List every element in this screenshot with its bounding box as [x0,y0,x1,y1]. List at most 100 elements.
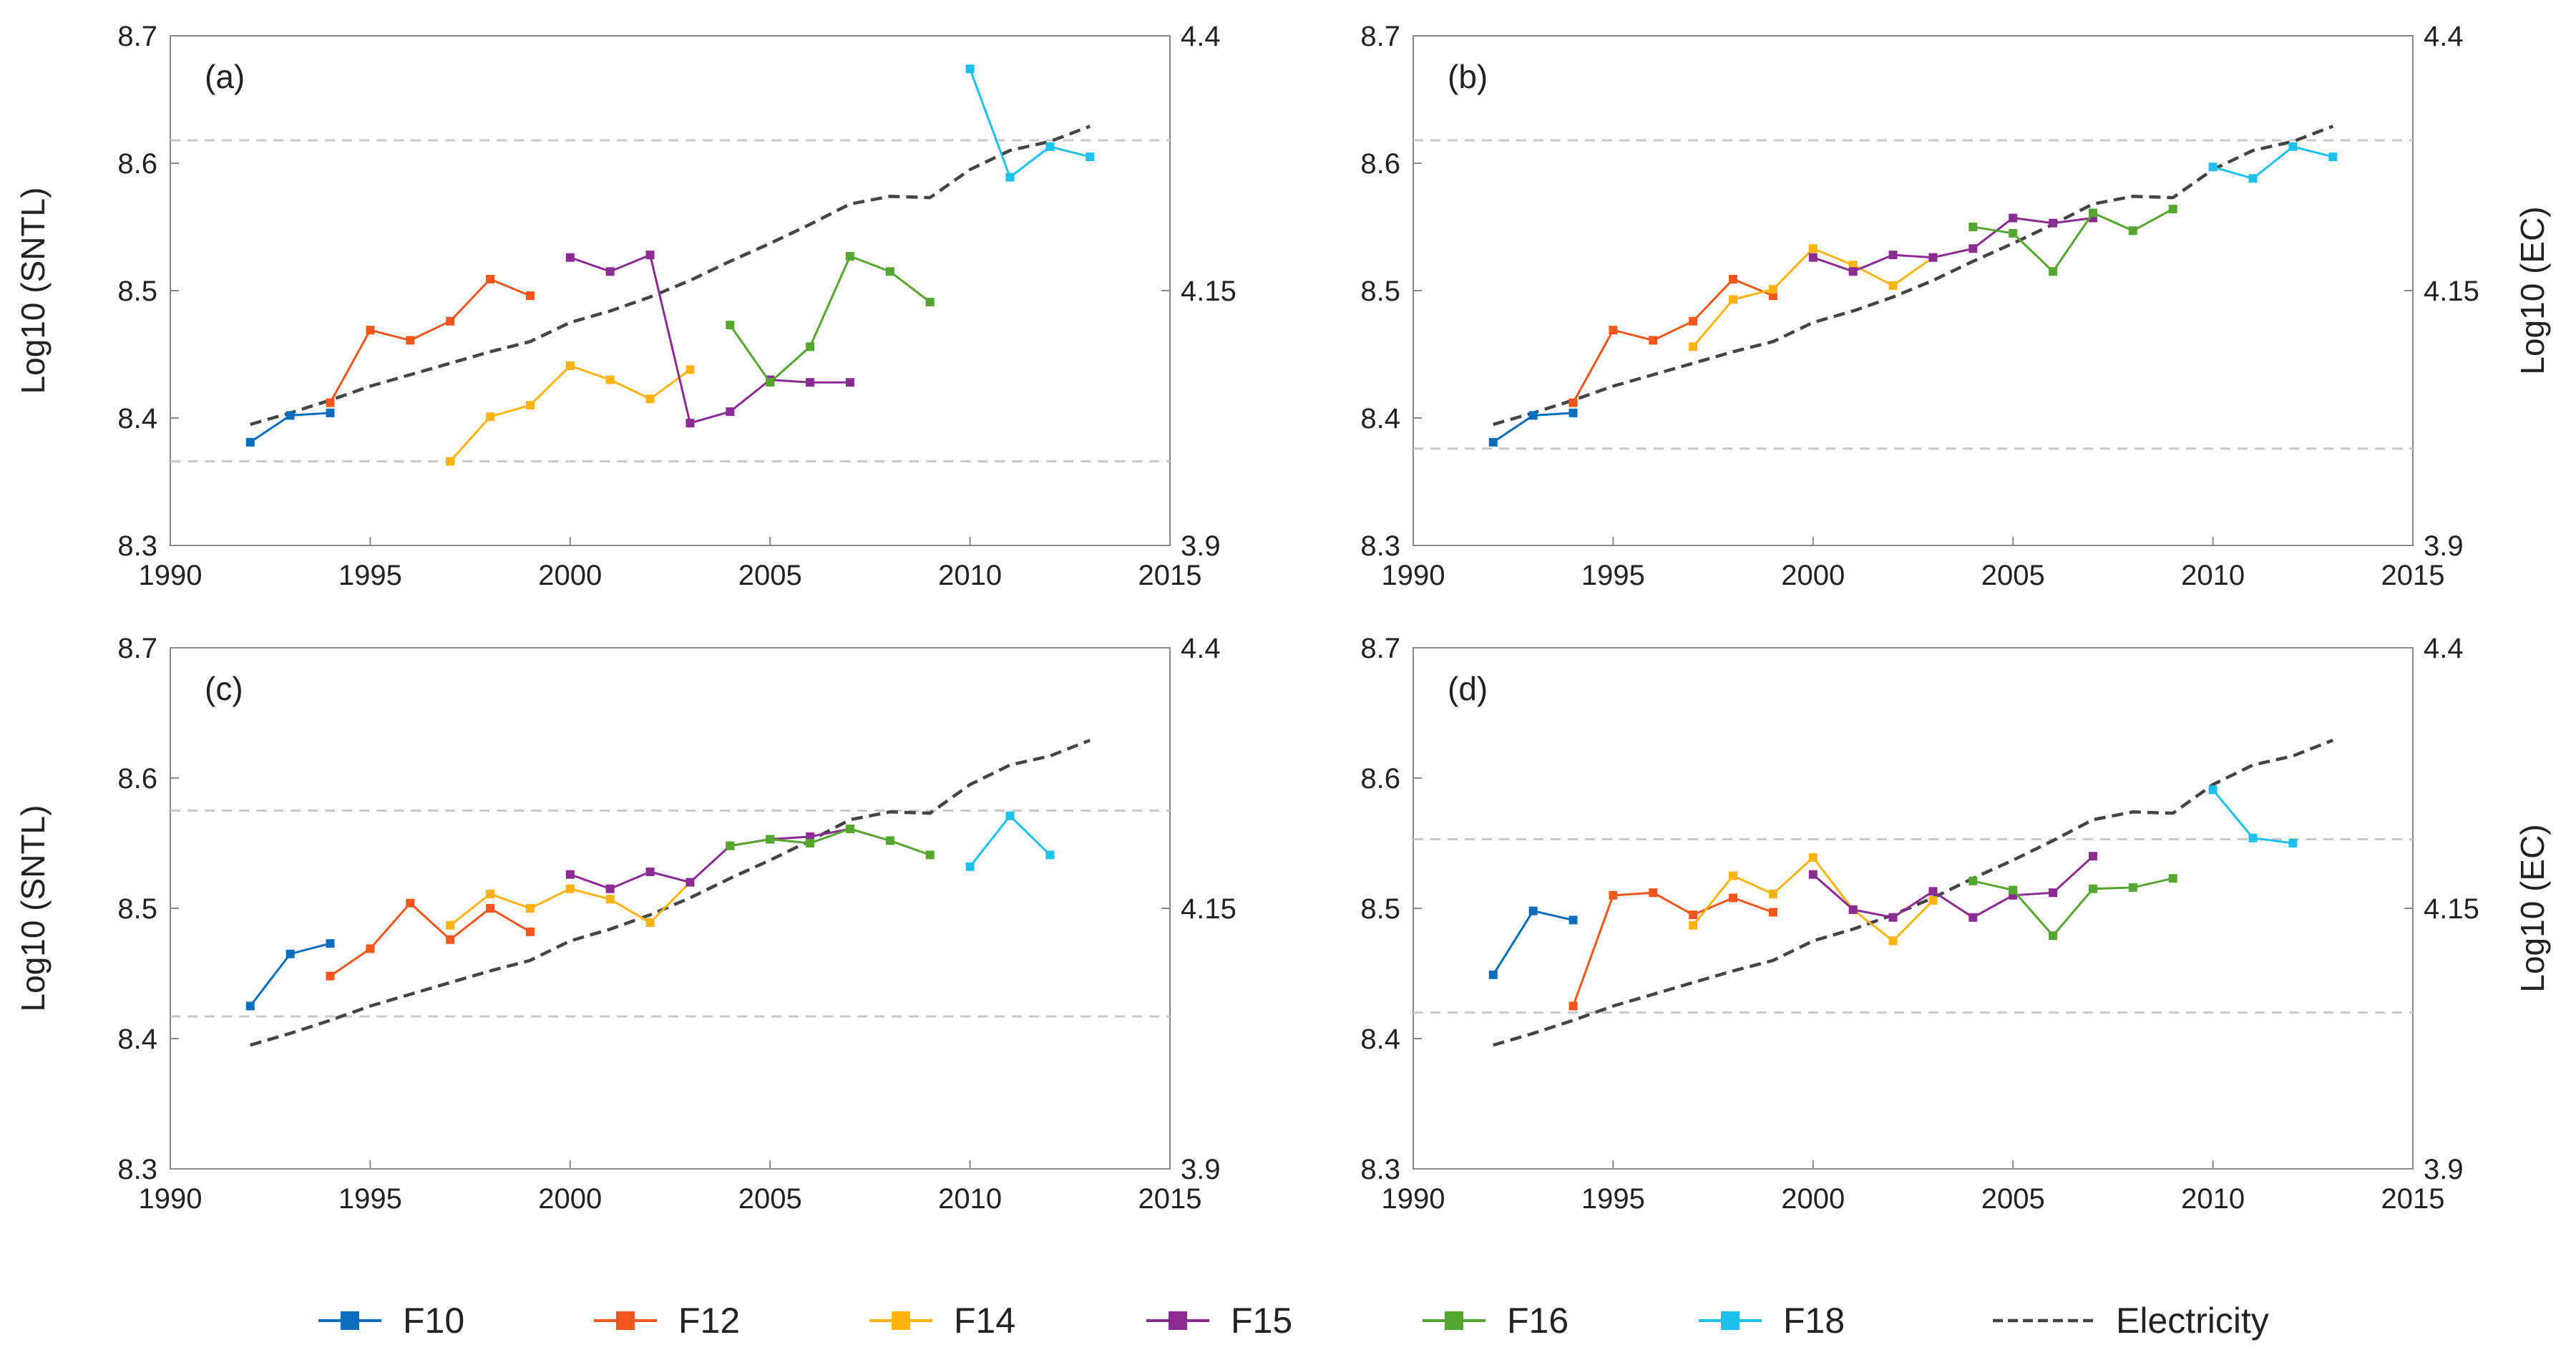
data-point-f14 [1768,285,1777,294]
data-point-f10 [1568,408,1578,417]
data-point-f18 [1085,152,1095,162]
data-point-f12 [406,898,415,908]
data-point-f12 [486,274,495,283]
data-point-f14 [1888,936,1898,946]
y-tick-label-left: 8.4 [117,1024,157,1055]
y-axis-label-right: Log10 (EC) [2514,206,2551,374]
legend-label: F15 [1231,1301,1292,1341]
y-tick-label-left: 8.6 [1360,763,1400,795]
y-tick-label-left: 8.5 [117,276,157,307]
legend-label: Electricity [2116,1301,2269,1341]
y-tick-label-left: 8.7 [1360,633,1400,664]
data-point-f16 [2128,226,2137,235]
data-point-f10 [286,411,295,420]
series-f14 [446,878,695,930]
data-point-f15 [2049,888,2058,898]
y-axis-label-left: Log10 (SNTL) [14,188,52,394]
series-line-f16 [729,254,931,384]
data-point-f15 [686,419,695,428]
data-point-f16 [2049,931,2058,941]
data-point-f10 [1488,437,1498,447]
y-tick-label-right: 3.9 [2424,530,2464,562]
series-f15 [565,824,854,893]
data-point-f15 [845,378,854,387]
data-point-f10 [1488,970,1498,979]
plot-frame [170,647,1171,1170]
data-point-f16 [2088,208,2097,218]
legend-item-f12: F12 [594,1301,740,1341]
legend-marker-f12 [616,1311,635,1330]
x-tick-label: 2015 [2381,560,2445,591]
data-point-f14 [1928,896,1938,905]
x-tick-label: 2010 [2181,1183,2245,1215]
data-point-f12 [1568,1001,1578,1011]
series-f12 [326,274,535,407]
data-point-f15 [1808,253,1818,262]
legend-marker-f18 [1721,1311,1740,1330]
x-tick-label: 1990 [139,1183,203,1215]
data-point-f12 [1568,398,1578,407]
data-point-f16 [726,321,735,330]
series-line-f16 [1972,877,2174,938]
legend-label: F18 [1783,1301,1845,1341]
data-point-f15 [565,870,575,879]
data-point-f12 [366,944,375,953]
legend-item-f14: F14 [869,1301,1015,1341]
data-point-f10 [245,437,255,447]
y-tick-label-right: 4.4 [1181,633,1221,664]
data-point-f18 [2248,833,2258,842]
series-f15 [565,251,854,428]
series-line-f12 [329,278,531,404]
data-point-f10 [326,408,335,417]
legend-marker-f10 [341,1311,359,1330]
x-tick-label: 2010 [2181,560,2245,591]
y-tick-label-right: 3.9 [2424,1154,2464,1185]
electricity-line [250,125,1091,427]
series-f16 [726,824,935,860]
data-point-f14 [446,457,455,466]
data-point-f10 [245,1001,255,1011]
data-point-f12 [326,398,335,407]
series-f18 [965,811,1055,871]
data-point-f15 [806,378,815,387]
x-tick-label: 2000 [1781,1183,1845,1215]
series-f18 [965,64,1095,182]
panel-c: 1990 1995 2000 2005 2010 2015 8.3 8.4 8.5 8.6 8.7 3… [14,633,1236,1215]
y-tick-label-right: 3.9 [1181,1154,1221,1185]
data-point-f16 [2088,884,2097,893]
y-tick-label-left: 8.6 [117,148,157,180]
series-f14 [446,361,695,466]
panel-label: (c) [205,670,243,707]
panel-b: 1990 1995 2000 2005 2010 2015 8.3 8.4 8.5 8.6 8.7 3… [1360,21,2551,591]
y-tick-label-right: 3.9 [1181,530,1221,562]
data-point-f15 [605,267,615,276]
data-point-f16 [885,267,894,276]
data-point-f14 [486,889,495,898]
data-point-f16 [806,342,815,351]
data-point-f15 [1928,253,1938,262]
legend-label: F16 [1507,1301,1568,1341]
x-tick-label: 1995 [338,1183,402,1215]
series-f15 [1808,852,2097,922]
data-point-f18 [2288,142,2298,151]
legend-label: F10 [403,1301,464,1341]
electricity-line [1493,739,2334,1047]
data-point-f12 [366,326,375,335]
y-tick-label-left: 8.4 [1360,403,1400,434]
data-point-f14 [605,375,615,384]
series-f14 [1689,853,1938,946]
data-point-f12 [1729,274,1738,283]
series-f18 [2208,142,2338,183]
series-line-f12 [1572,891,1774,1007]
y-tick-label-right: 4.4 [2424,21,2464,52]
x-tick-label: 2015 [1138,560,1202,591]
x-tick-label: 2000 [1781,560,1845,591]
y-tick-label-left: 8.3 [1360,1154,1400,1185]
series-f18 [2208,785,2298,847]
data-point-f12 [486,904,495,913]
data-point-f15 [1848,905,1858,914]
y-tick-label-left: 8.3 [117,1154,157,1185]
legend-label: F14 [954,1301,1015,1341]
data-point-f10 [1528,411,1538,420]
data-point-f12 [1689,316,1698,326]
